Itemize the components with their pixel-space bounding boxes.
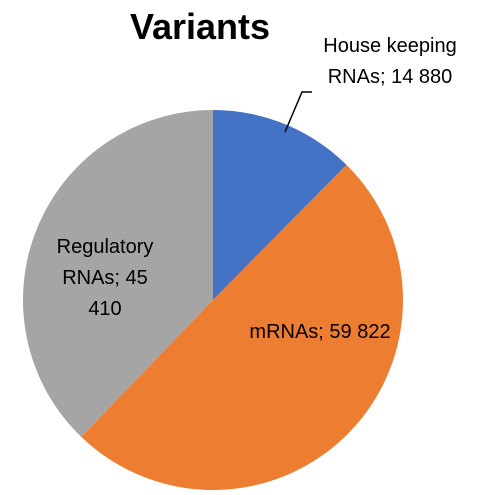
pie-slice [22,109,214,437]
chart-title: Variants [129,6,271,47]
data-label: Regulatory RNAs; 45 410 [56,236,154,320]
data-label: House keeping RNAs; 14 880 [323,35,457,88]
data-label: mRNAs; 59 822 [249,321,391,343]
pie-slice [81,164,404,491]
pie-slice [213,110,347,300]
leader-line [284,91,312,133]
